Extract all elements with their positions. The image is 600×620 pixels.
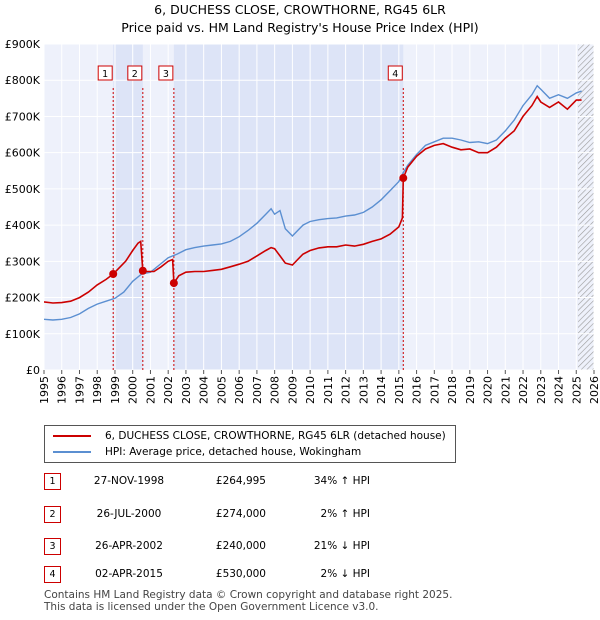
footer: Contains HM Land Registry data © Crown c…: [44, 589, 452, 613]
chart-title: 6, DUCHESS CLOSE, CROWTHORNE, RG45 6LR: [154, 2, 446, 17]
property-price-line: [44, 94, 582, 304]
transaction-price: £240,000: [215, 540, 266, 552]
sale-point: [138, 266, 147, 275]
table-row: 3 26-APR-2002 £240,000 21% ↓ HPI: [44, 538, 444, 558]
transaction-date: 27-NOV-1998: [93, 475, 165, 487]
sale-point: [399, 174, 408, 183]
transaction-price: £264,995: [215, 475, 266, 487]
x-tick-label: 2026: [588, 376, 600, 404]
x-tick-label: 2009: [286, 376, 299, 404]
x-tick-label: 2021: [499, 376, 512, 404]
x-tick-label: 2008: [269, 376, 282, 404]
legend: 6, DUCHESS CLOSE, CROWTHORNE, RG45 6LR (…: [44, 425, 456, 463]
transaction-date: 26-APR-2002: [95, 540, 163, 552]
transaction-number: 1: [44, 473, 61, 490]
x-tick-label: 2016: [411, 376, 424, 404]
legend-label-property: 6, DUCHESS CLOSE, CROWTHORNE, RG45 6LR (…: [105, 430, 446, 442]
transaction-number: 2: [44, 506, 61, 523]
legend-swatch-hpi: [53, 451, 91, 453]
sale-badge-label: 1: [102, 69, 108, 80]
footer-copyright: Contains HM Land Registry data © Crown c…: [44, 589, 453, 601]
ownership-shade: [173, 44, 404, 370]
transaction-price: £274,000: [215, 508, 266, 520]
transaction-hpi: 2% ↑ HPI: [320, 508, 370, 520]
x-tick-label: 2019: [464, 376, 477, 404]
transaction-hpi: 34% ↑ HPI: [313, 475, 370, 487]
table-row: 2 26-JUL-2000 £274,000 2% ↑ HPI: [44, 506, 444, 526]
sale-badge: [158, 65, 174, 81]
sale-badge-label: 3: [163, 69, 169, 80]
legend-swatch-property: [53, 435, 91, 437]
ownership-shade: [113, 44, 143, 370]
sale-badge-label: 4: [392, 69, 398, 80]
transaction-number: 3: [44, 538, 61, 555]
x-tick-label: 2012: [340, 376, 353, 404]
transaction-date: 02-APR-2015: [95, 568, 163, 580]
x-tick-label: 2001: [144, 376, 157, 404]
sale-badge-label: 2: [132, 69, 138, 80]
x-tick-label: 2020: [482, 376, 495, 404]
transaction-price: £530,000: [215, 568, 266, 580]
x-tick-label: 2013: [357, 376, 370, 404]
x-tick-label: 2007: [251, 376, 264, 404]
x-tick-label: 2002: [162, 376, 175, 404]
transaction-hpi: 2% ↓ HPI: [320, 568, 370, 580]
x-tick-label: 2004: [198, 376, 211, 404]
x-tick-label: 2024: [553, 376, 566, 404]
x-tick-label: 2023: [535, 376, 548, 404]
y-tick-label: £200K: [5, 292, 41, 305]
sale-point: [109, 270, 118, 279]
x-tick-label: 2018: [446, 376, 459, 404]
x-tick-label: 2022: [517, 376, 530, 404]
sale-badge: [387, 65, 403, 81]
sale-badge: [127, 65, 143, 81]
y-tick-label: £0: [26, 364, 40, 377]
transaction-hpi: 21% ↓ HPI: [313, 540, 370, 552]
y-tick-label: £900K: [5, 38, 41, 51]
price-chart: 1 2 3 4 £0 £100K £200K £300K £400K £500K £600K £700…: [5, 38, 600, 404]
transaction-date: 26-JUL-2000: [96, 508, 162, 520]
x-tick-label: 1998: [91, 376, 104, 404]
sale-badge: [97, 65, 113, 81]
x-tick-label: 2011: [322, 376, 335, 404]
x-tick-label: 2010: [304, 376, 317, 404]
x-tick-label: 2015: [393, 376, 406, 404]
x-tick-label: 2003: [180, 376, 193, 404]
x-tick-label: 2005: [215, 376, 228, 404]
legend-item-hpi: HPI: Average price, detached house, Woki…: [53, 444, 361, 460]
y-tick-label: £400K: [5, 219, 41, 232]
chart-subtitle: Price paid vs. HM Land Registry's House …: [121, 20, 479, 35]
y-tick-label: £100K: [5, 328, 41, 341]
y-tick-label: £800K: [5, 74, 41, 87]
table-row: 4 02-APR-2015 £530,000 2% ↓ HPI: [44, 566, 444, 586]
x-tick-label: 2006: [233, 376, 246, 404]
sale-point: [169, 279, 178, 288]
legend-label-hpi: HPI: Average price, detached house, Woki…: [105, 446, 362, 458]
x-tick-label: 2014: [375, 376, 388, 404]
y-tick-label: £600K: [5, 147, 41, 160]
forecast-hatch: [578, 44, 594, 370]
legend-item-property: 6, DUCHESS CLOSE, CROWTHORNE, RG45 6LR (…: [53, 428, 446, 444]
x-tick-label: 2025: [570, 376, 583, 404]
table-row: 1 27-NOV-1998 £264,995 34% ↑ HPI: [44, 473, 444, 493]
x-tick-label: 2017: [428, 376, 441, 404]
footer-license: This data is licensed under the Open Gov…: [44, 601, 379, 613]
y-tick-label: £700K: [5, 110, 41, 123]
y-tick-label: £300K: [5, 255, 41, 268]
transaction-number: 4: [44, 566, 61, 583]
x-tick-label: 1999: [109, 376, 122, 404]
x-tick-label: 1995: [38, 376, 51, 404]
x-tick-label: 1996: [56, 376, 69, 404]
x-tick-label: 2000: [127, 376, 140, 404]
x-tick-label: 1997: [73, 376, 86, 404]
y-tick-label: £500K: [5, 183, 41, 196]
